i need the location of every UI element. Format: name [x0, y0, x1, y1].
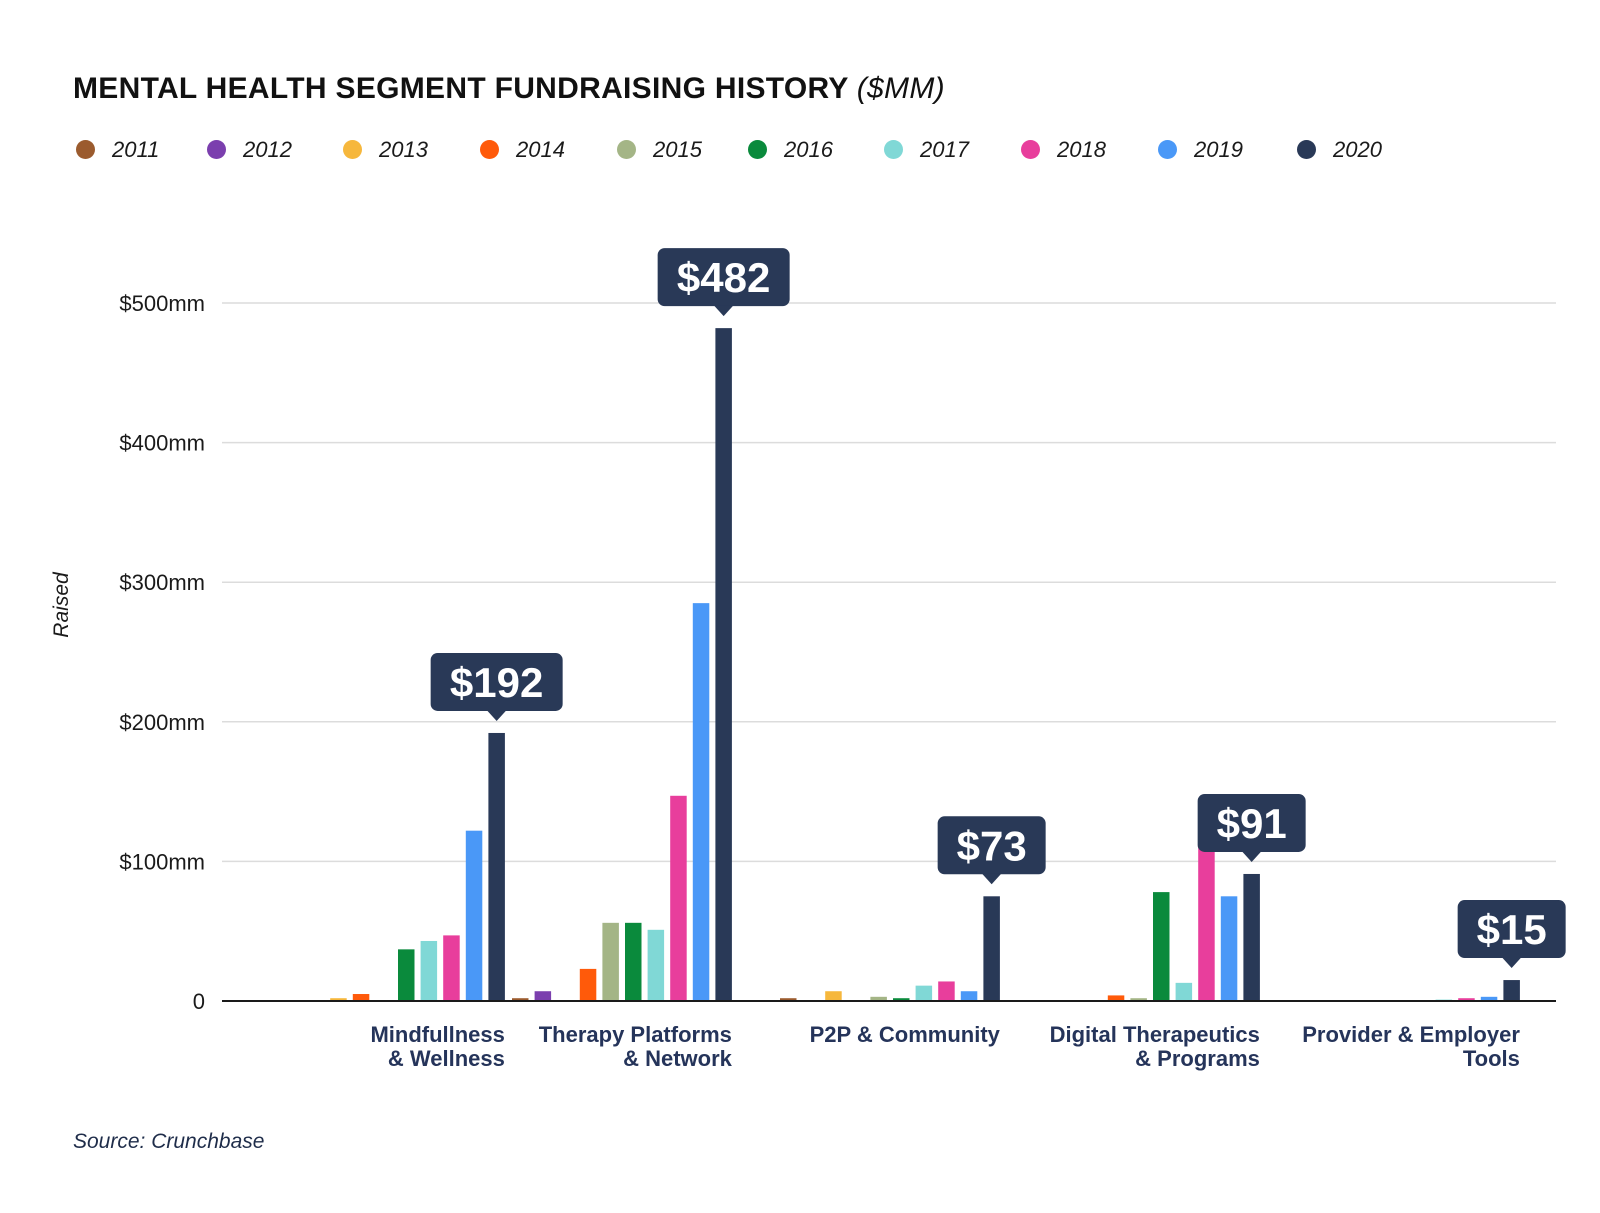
chart-title-unit: ($MM): [856, 72, 945, 105]
legend-swatch: [76, 140, 95, 159]
legend-label: 2013: [379, 137, 428, 162]
bar-2020-2: [715, 328, 732, 1001]
bar-2019-2: [692, 603, 710, 1001]
value-callout: $15: [1457, 900, 1566, 969]
bar-2017-4: [1175, 982, 1193, 1001]
y-tick-label: $100mm: [119, 849, 205, 874]
bar-2016-1: [398, 949, 415, 1001]
bar-2013-1: [330, 998, 347, 1001]
legend-swatch: [1158, 140, 1177, 159]
x-tick-label: & Network: [623, 1046, 733, 1071]
bar-2018-2: [670, 795, 687, 1001]
bar-2019-5: [1480, 996, 1498, 1001]
x-tick-label: Mindfullness: [370, 1022, 504, 1047]
y-tick-label: $400mm: [119, 431, 205, 456]
callout-pointer: [1501, 957, 1522, 969]
bar-2014-2: [579, 968, 597, 1001]
bar-2017-1: [420, 940, 438, 1001]
bar-2014-4: [1107, 995, 1125, 1001]
callout-label: $73: [957, 822, 1027, 869]
callout-label: $91: [1217, 800, 1287, 847]
bar-2011-3: [780, 998, 797, 1001]
legend-label: 2015: [653, 137, 702, 162]
legend-swatch: [343, 140, 362, 159]
legend-label: 2014: [516, 137, 565, 162]
bar-2016-3: [893, 998, 910, 1001]
legend-swatch: [617, 140, 636, 159]
chart-title: MENTAL HEALTH SEGMENT FUNDRAISING HISTOR…: [73, 72, 945, 106]
chart-title-text: MENTAL HEALTH SEGMENT FUNDRAISING HISTOR…: [73, 72, 849, 105]
y-tick-label: $300mm: [119, 570, 205, 595]
value-callout: $73: [937, 816, 1046, 885]
bar-2018-1: [443, 935, 460, 1001]
x-tick-label: & Wellness: [388, 1046, 505, 1071]
legend-label: 2018: [1057, 137, 1106, 162]
callout-pointer: [981, 873, 1002, 885]
y-axis-label: Raised: [50, 571, 73, 638]
legend-label: 2011: [112, 137, 160, 162]
bar-2017-2: [647, 929, 665, 1001]
callout-box: [937, 816, 1046, 875]
value-callout: $192: [430, 652, 563, 721]
bar-2017-3: [915, 985, 933, 1001]
value-callout: $482: [657, 248, 790, 317]
callout-label: $482: [677, 254, 770, 301]
bar-2015-4: [1130, 998, 1147, 1001]
callout-box: [657, 248, 790, 307]
callout-label: $15: [1477, 906, 1547, 953]
y-tick-label: $500mm: [119, 291, 205, 316]
value-callout: $91: [1197, 793, 1306, 862]
bar-2016-4: [1153, 892, 1170, 1001]
source-note: Source: Crunchbase: [73, 1130, 265, 1153]
bar-2019-4: [1220, 896, 1238, 1001]
callout-box: [1197, 793, 1306, 852]
bar-2019-3: [960, 991, 978, 1001]
x-tick-label: Tools: [1463, 1046, 1520, 1071]
x-tick-label: Digital Therapeutics: [1050, 1022, 1260, 1047]
legend-swatch: [1297, 140, 1316, 159]
legend-label: 2019: [1194, 137, 1243, 162]
bar-2011-2: [512, 998, 529, 1001]
legend-swatch: [207, 140, 226, 159]
bar-2014-1: [352, 994, 370, 1001]
y-tick-label: $200mm: [119, 710, 205, 735]
legend-swatch: [884, 140, 903, 159]
x-tick-label: Therapy Platforms: [539, 1022, 732, 1047]
callout-box: [430, 652, 563, 711]
bar-2019-1: [465, 830, 483, 1001]
legend-label: 2012: [243, 137, 292, 162]
legend-swatch: [748, 140, 767, 159]
y-tick-label: 0: [193, 989, 205, 1014]
legend-label: 2016: [784, 137, 833, 162]
bar-2018-4: [1198, 825, 1215, 1001]
bar-2012-2: [534, 991, 552, 1001]
callout-pointer: [486, 709, 507, 721]
bar-2020-1: [488, 732, 505, 1001]
legend-label: 2020: [1333, 137, 1382, 162]
bar-2020-4: [1243, 873, 1260, 1001]
legend-swatch: [1021, 140, 1040, 159]
legend-swatch: [480, 140, 499, 159]
x-tick-label: & Programs: [1135, 1046, 1260, 1071]
legend-label: 2017: [920, 137, 969, 162]
bar-2015-3: [870, 996, 887, 1001]
bar-2016-2: [625, 922, 642, 1001]
bar-2013-3: [825, 991, 842, 1001]
callout-label: $192: [450, 659, 543, 706]
bar-2020-5: [1503, 980, 1520, 1001]
x-tick-label: Provider & Employer: [1302, 1022, 1520, 1047]
bar-2020-3: [983, 896, 1000, 1001]
bar-2018-3: [938, 981, 955, 1001]
bar-2015-2: [602, 922, 619, 1001]
callout-pointer: [713, 305, 734, 317]
callout-pointer: [1241, 850, 1262, 862]
bar-2018-5: [1458, 998, 1475, 1001]
x-tick-label: P2P & Community: [810, 1022, 1001, 1047]
callout-box: [1457, 900, 1566, 959]
